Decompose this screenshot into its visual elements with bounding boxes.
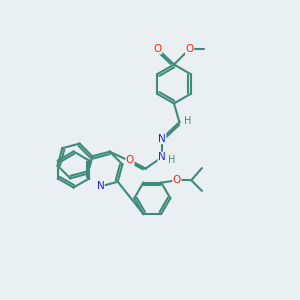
Text: O: O xyxy=(185,44,194,54)
Text: O: O xyxy=(173,175,181,185)
Text: N: N xyxy=(158,152,166,162)
Text: N: N xyxy=(97,182,104,191)
Text: O: O xyxy=(126,155,134,165)
Text: H: H xyxy=(184,116,191,126)
Text: H: H xyxy=(168,154,175,165)
Text: N: N xyxy=(158,134,166,144)
Text: O: O xyxy=(153,44,162,54)
